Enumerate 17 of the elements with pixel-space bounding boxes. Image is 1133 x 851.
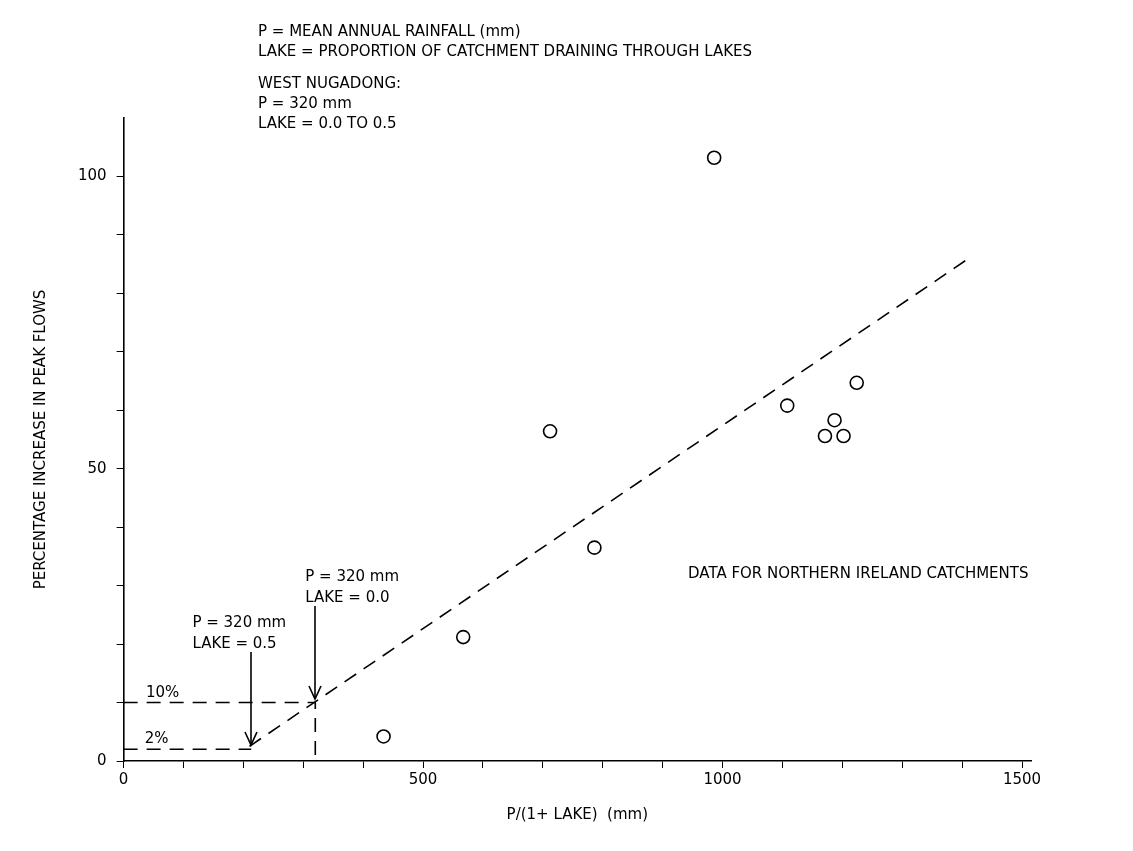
annotation: DATA FOR NORTHERN IRELAND CATCHMENTS <box>688 563 1029 582</box>
x-tick-label: 1000 <box>703 769 742 788</box>
x-tick-label: 0 <box>118 769 129 788</box>
x-tick-label: 1500 <box>1002 769 1042 788</box>
y-axis-title: PERCENTAGE INCREASE IN PEAK FLOWS <box>30 289 49 590</box>
annotation: WEST NUGADONG: P = 320 mm LAKE = 0.0 TO 0.5 <box>258 74 402 132</box>
annotation: P = 320 mm LAKE = 0.5 <box>192 613 287 653</box>
y-tick-label: 100 <box>77 166 107 185</box>
x-axis-title: P/(1+ LAKE) (mm) <box>506 804 649 823</box>
text: LAKE = PROPORTION OF CATCHMENT DRAINING THROUGH LAKES <box>258 42 753 60</box>
y-tick-label: 50 <box>87 458 107 477</box>
text: P = MEAN ANNUAL RAINFALL (mm) <box>258 22 521 40</box>
annotation: P = 320 mm LAKE = 0.0 <box>305 566 400 606</box>
x-tick-label: 500 <box>408 769 438 788</box>
annotation: 2% <box>144 729 169 748</box>
y-tick-label: 0 <box>97 750 107 769</box>
annotation: 10% <box>145 682 180 701</box>
